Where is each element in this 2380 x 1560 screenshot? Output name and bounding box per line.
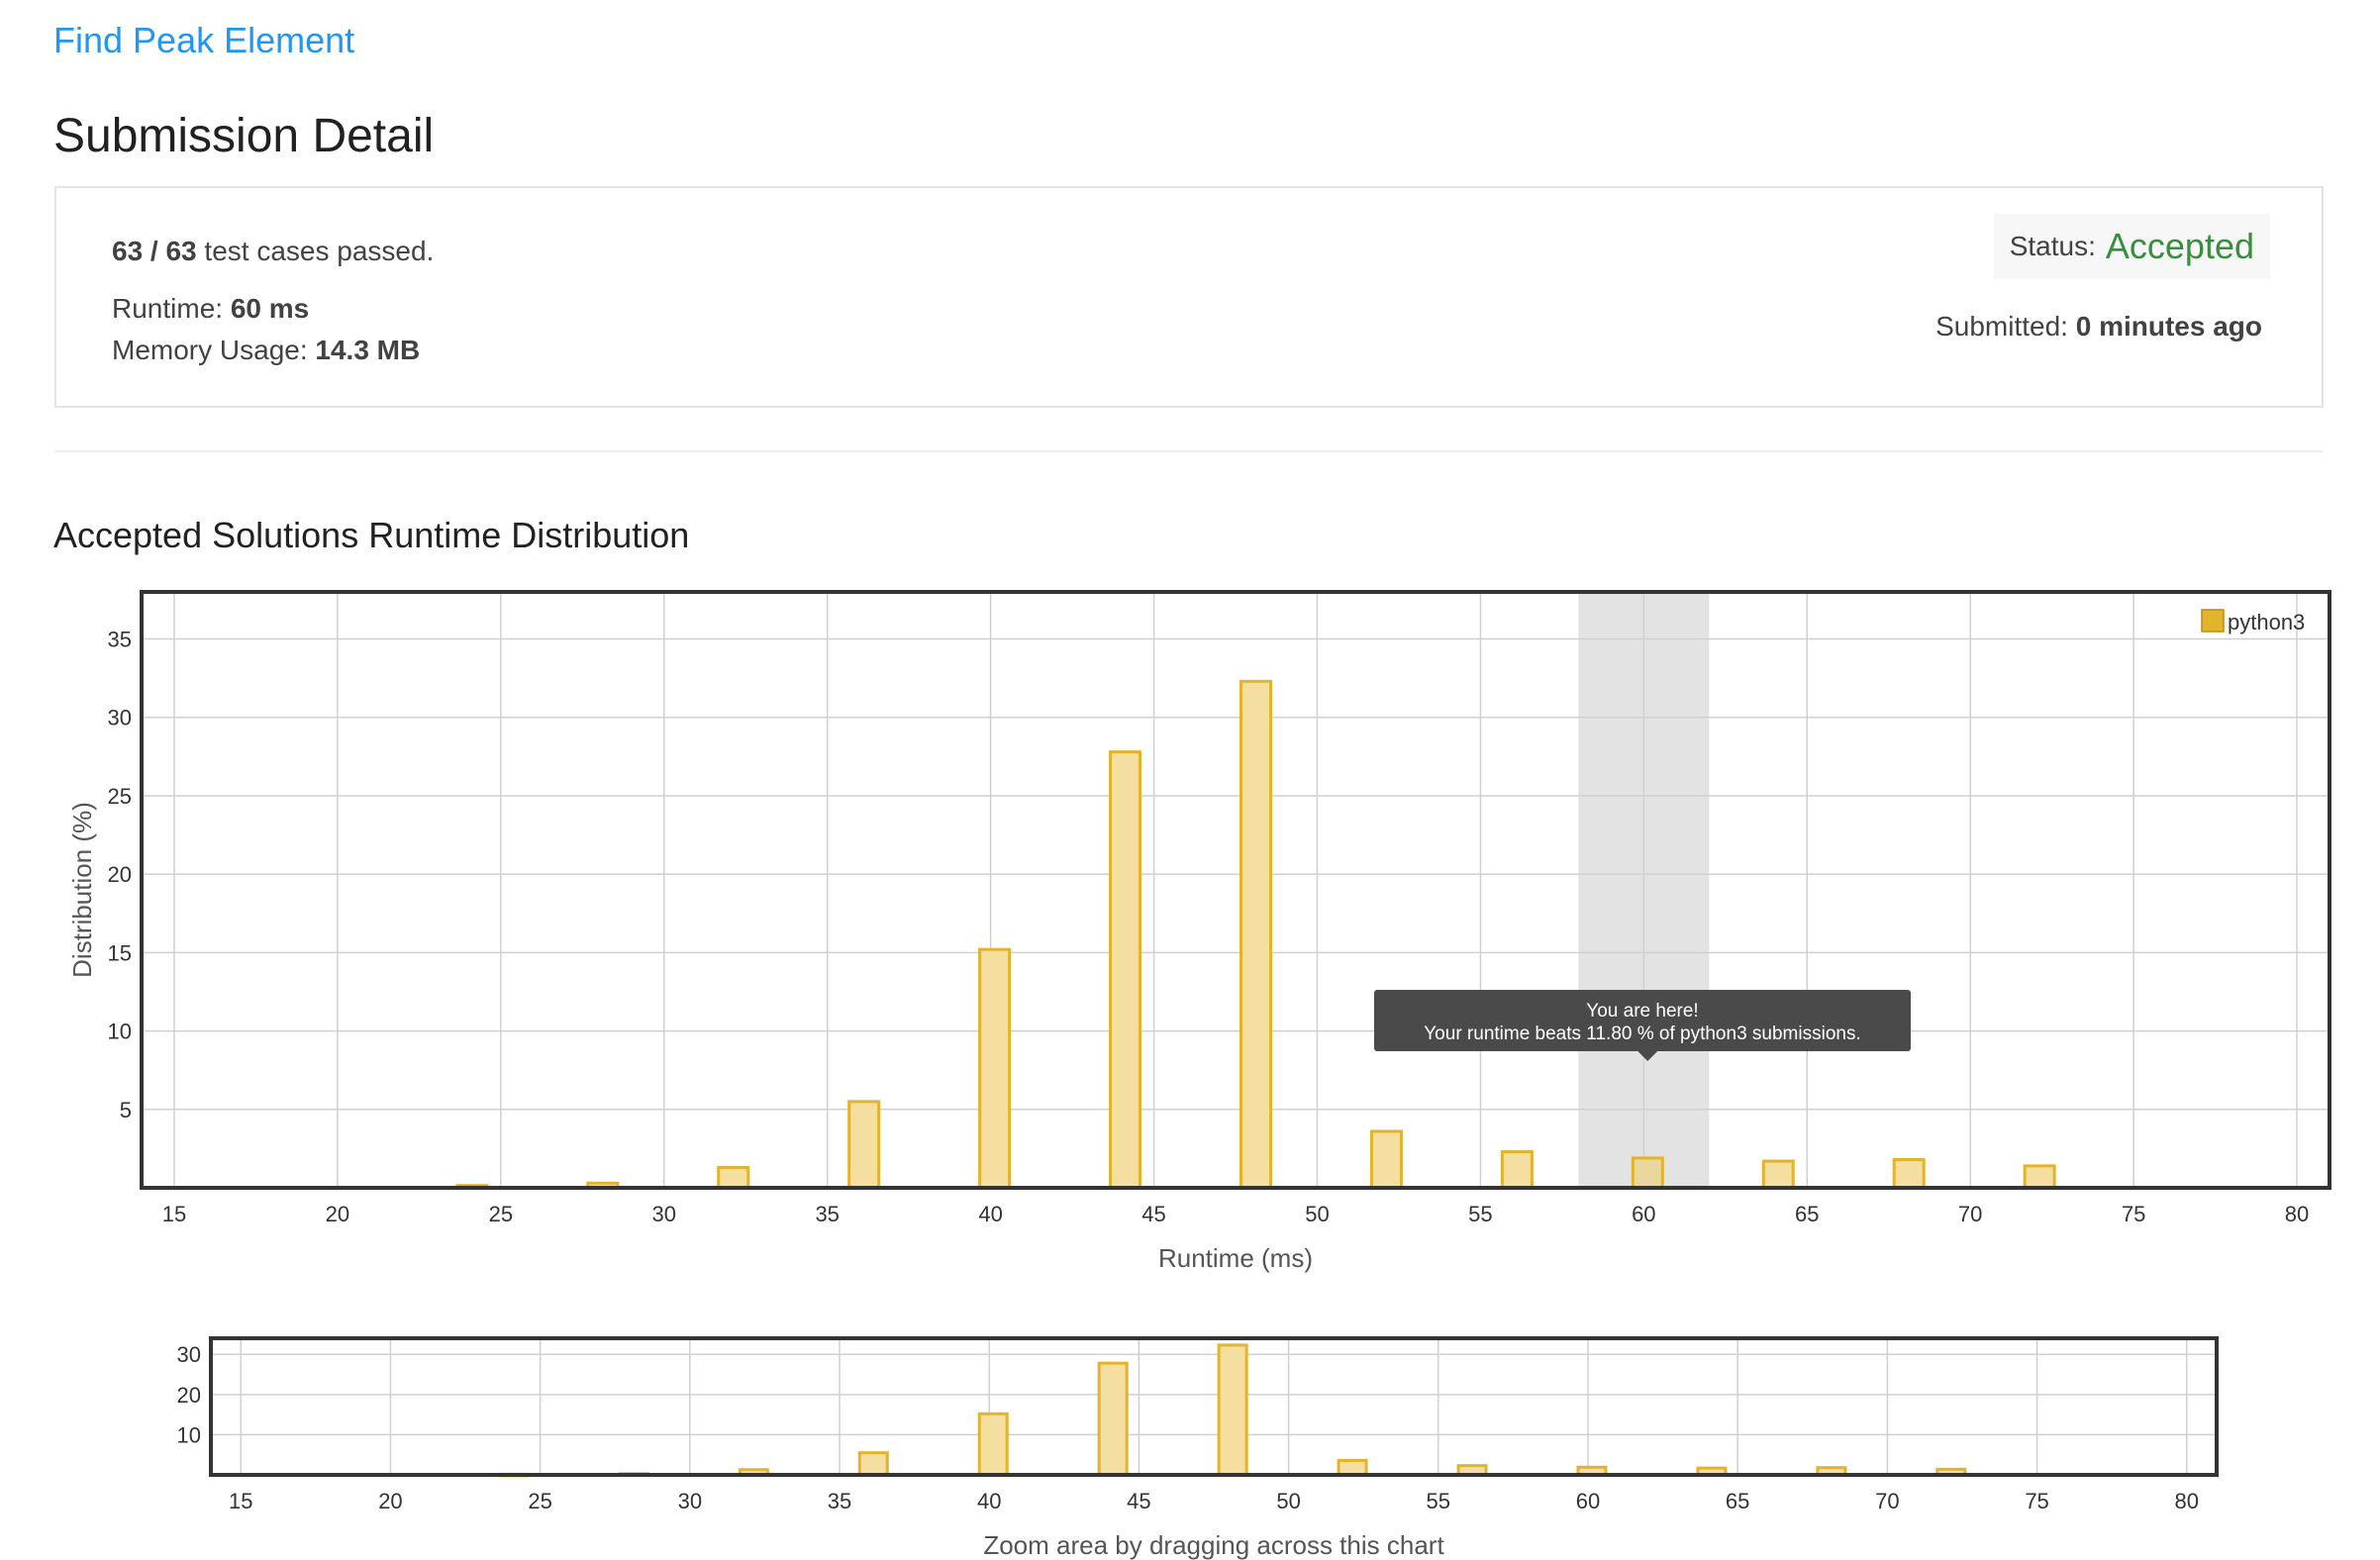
submission-detail-card: 63 / 63 test cases passed. Runtime: 60 m… (54, 186, 2324, 408)
main-bar (1239, 679, 1272, 1190)
overview-x-tick-label: 65 (1726, 1489, 1749, 1513)
tooltip-line1: You are here! (1586, 1001, 1698, 1022)
overview-x-tick-label: 80 (2175, 1489, 2199, 1513)
x-axis-label: Runtime (ms) (1158, 1243, 1313, 1273)
overview-x-tick-label: 40 (977, 1489, 1001, 1513)
main-x-tick-label: 50 (1305, 1202, 1329, 1226)
legend-swatch (2201, 609, 2225, 633)
main-x-tick-label: 40 (978, 1202, 1002, 1226)
main-bar (2023, 1164, 2056, 1190)
main-x-tick-label: 80 (2285, 1202, 2309, 1226)
submitted-label: Submitted: (1935, 311, 2068, 341)
main-x-tick-label: 65 (1795, 1202, 1819, 1226)
memory-row: Memory Usage: 14.3 MB (112, 335, 420, 366)
tooltip-box (1374, 990, 1911, 1051)
overview-x-tick-label: 20 (378, 1489, 402, 1513)
overview-x-tick-label: 15 (229, 1489, 252, 1513)
main-bar (717, 1165, 750, 1190)
overview-x-tick-label: 45 (1127, 1489, 1150, 1513)
legend-label-python3: python3 (2228, 610, 2305, 634)
problem-title-link[interactable]: Find Peak Element (53, 20, 355, 60)
overview-x-tick-label: 60 (1576, 1489, 1600, 1513)
main-x-tick-label: 70 (1958, 1202, 1982, 1226)
runtime-label: Runtime: (112, 293, 224, 324)
test-cases-summary: 63 / 63 test cases passed. (112, 236, 434, 267)
runtime-row: Runtime: 60 ms (112, 293, 309, 325)
main-y-tick-label: 15 (108, 940, 132, 965)
overview-y-tick-label: 10 (177, 1422, 201, 1447)
overview-x-tick-label: 50 (1276, 1489, 1300, 1513)
main-plot-frame (140, 590, 2331, 1190)
main-y-tick-label: 10 (108, 1020, 132, 1044)
memory-value: 14.3 MB (315, 335, 421, 365)
page-title: Submission Detail (53, 110, 435, 162)
main-y-tick-label: 25 (108, 784, 132, 809)
main-x-tick-label: 25 (489, 1202, 513, 1226)
overview-x-tick-label: 30 (678, 1489, 702, 1513)
main-bar (978, 947, 1012, 1190)
overview-x-tick-label: 70 (1875, 1489, 1899, 1513)
overview-x-tick-label: 75 (2025, 1489, 2048, 1513)
main-y-tick-label: 20 (108, 862, 132, 887)
status-box: Status: Accepted (1993, 214, 2270, 279)
overview-bar (1097, 1361, 1129, 1477)
status-label: Status: (2009, 231, 2096, 261)
section-divider (54, 450, 2324, 452)
main-y-tick-label: 30 (108, 706, 132, 731)
submitted-row: Submitted: 0 minutes ago (1935, 311, 2262, 342)
main-bar (847, 1100, 881, 1190)
overview-plot-frame (209, 1336, 2219, 1477)
main-bar (1369, 1129, 1403, 1190)
overview-y-tick-label: 30 (177, 1342, 201, 1367)
main-x-tick-label: 15 (162, 1202, 186, 1226)
main-y-tick-label: 5 (120, 1098, 132, 1122)
tooltip-arrow (1637, 1051, 1658, 1061)
tooltip-line2: Your runtime beats 11.80 % of python3 su… (1424, 1024, 1860, 1044)
zoom-hint: Zoom area by dragging across this chart (983, 1530, 1444, 1560)
main-bar (1500, 1150, 1534, 1190)
main-x-tick-label: 45 (1141, 1202, 1165, 1226)
status-accepted-link[interactable]: Accepted (2105, 226, 2254, 266)
memory-label: Memory Usage: (112, 335, 308, 365)
section-title: Accepted Solutions Runtime Distribution (53, 515, 690, 555)
main-bar (1892, 1157, 1926, 1190)
overview-x-tick-label: 55 (1427, 1489, 1450, 1513)
overview-y-tick-label: 20 (177, 1383, 201, 1408)
overview-x-tick-label: 25 (528, 1489, 551, 1513)
main-x-tick-label: 30 (652, 1202, 676, 1226)
runtime-value: 60 ms (230, 293, 310, 324)
main-x-tick-label: 35 (815, 1202, 839, 1226)
overview-bar (977, 1412, 1009, 1477)
overview-bar (857, 1451, 889, 1477)
test-cases-suffix: test cases passed. (204, 236, 435, 266)
main-x-tick-label: 75 (2122, 1202, 2145, 1226)
test-cases-count: 63 / 63 (112, 236, 197, 266)
submitted-value: 0 minutes ago (2075, 311, 2262, 341)
main-x-tick-label: 60 (1632, 1202, 1655, 1226)
main-bar (1631, 1156, 1664, 1190)
main-y-tick-label: 35 (108, 628, 132, 652)
overview-bar (1337, 1458, 1368, 1477)
main-bar (1109, 750, 1142, 1190)
overview-x-tick-label: 35 (828, 1489, 851, 1513)
overview-bar (1217, 1343, 1248, 1477)
main-bar (1761, 1159, 1795, 1190)
main-x-tick-label: 55 (1468, 1202, 1492, 1226)
main-x-tick-label: 20 (326, 1202, 349, 1226)
y-axis-label: Distribution (%) (67, 802, 97, 978)
